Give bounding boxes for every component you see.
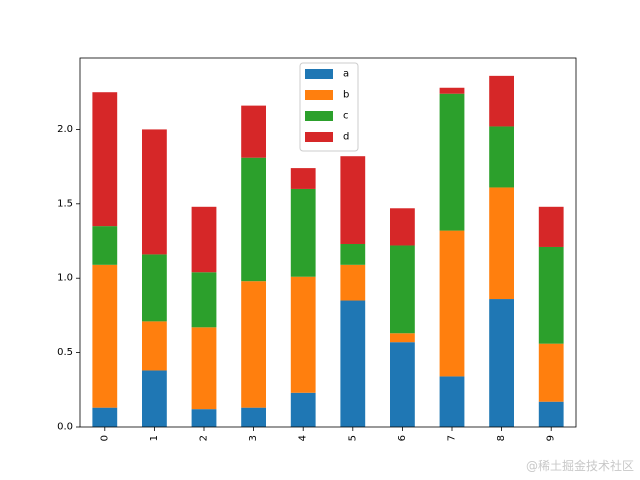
bar-a-4 [290,392,316,427]
bar-c-1 [142,254,167,322]
bar-d-4 [290,168,316,189]
bar-d-9 [538,206,564,247]
bar-d-3 [241,105,266,158]
legend-swatch-b [305,90,333,100]
bar-a-2 [191,409,217,427]
bar-d-7 [439,87,465,94]
y-tick-label: 1.5 [57,198,73,209]
y-tick-label: 1.0 [57,273,73,284]
bar-a-1 [142,370,167,427]
bar-d-1 [142,129,167,255]
bar-a-6 [390,342,415,427]
bar-b-3 [241,281,266,408]
bar-b-9 [538,343,564,402]
bar-d-8 [489,75,514,127]
x-tick-label: 8 [496,435,507,441]
x-tick-label: 0 [99,435,110,441]
x-tick-label: 4 [298,435,309,441]
bar-c-0 [92,226,118,265]
bar-b-2 [191,327,217,410]
bar-c-9 [538,246,564,344]
x-tick-label: 5 [347,435,358,441]
bar-a-7 [439,376,465,427]
legend-label-c: c [343,111,349,122]
bar-b-8 [489,187,514,300]
bar-b-4 [290,276,316,393]
y-tick-label: 0.0 [57,422,73,433]
bar-d-5 [340,156,366,244]
x-tick-label: 6 [397,435,408,441]
legend-swatch-a [305,69,333,79]
bar-c-5 [340,243,366,265]
bar-b-0 [92,264,118,408]
legend-label-b: b [343,90,349,101]
legend-swatch-c [305,111,333,121]
bar-a-5 [340,300,366,427]
bar-a-9 [538,401,564,427]
legend-label-a: a [343,69,349,80]
bar-d-2 [191,206,217,273]
bar-c-8 [489,126,514,188]
axes-frame [79,57,577,428]
bar-a-0 [92,407,118,427]
bar-c-2 [191,272,217,328]
bar-a-3 [241,407,266,427]
legend-box [299,62,359,152]
bar-d-6 [390,208,415,246]
legend-swatch-d [305,132,333,142]
x-tick-label: 3 [248,435,259,441]
bar-b-6 [390,333,415,343]
y-tick-label: 0.5 [57,347,73,358]
x-tick-label: 9 [546,435,557,441]
x-tick-label: 7 [447,435,458,441]
y-tick-label: 2.0 [57,124,73,135]
x-tick-label: 2 [199,435,210,441]
bar-c-6 [390,245,415,334]
bar-d-0 [92,92,118,227]
watermark: @稀土掘金技术社区 [525,459,634,473]
bar-b-1 [142,321,167,371]
bar-a-8 [489,299,514,427]
bar-c-3 [241,157,266,282]
bar-b-7 [439,230,465,377]
bar-b-5 [340,264,366,301]
bar-c-7 [439,93,465,231]
bar-c-4 [290,188,316,277]
legend-label-d: d [343,132,349,143]
x-tick-label: 1 [149,435,160,441]
